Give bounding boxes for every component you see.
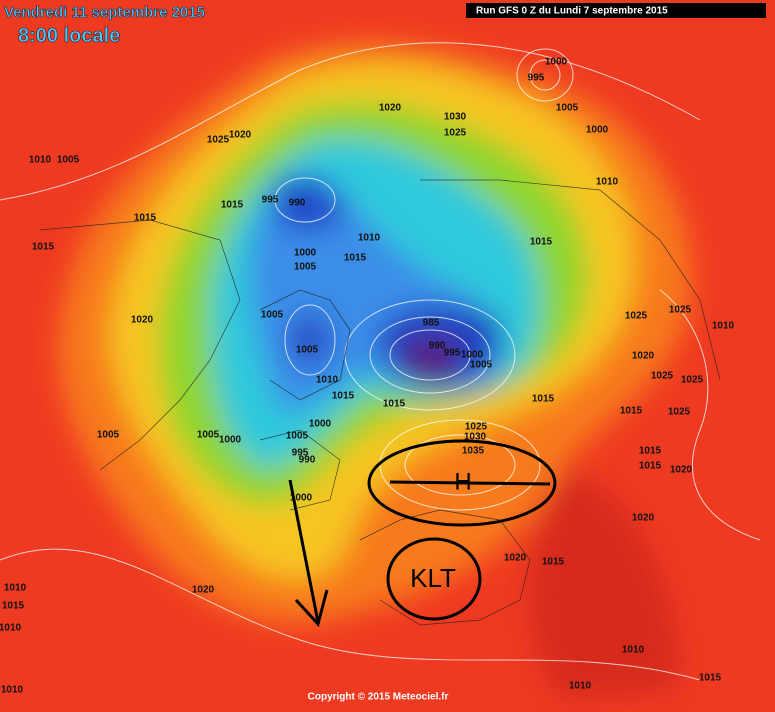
isobar-label: 1015 (344, 253, 367, 264)
coastlines (39, 179, 721, 626)
isobar-label: 1015 (32, 242, 55, 253)
isobar-label: 1015 (134, 213, 157, 224)
isobar-label: 1000 (219, 435, 242, 446)
isobar-label: 995 (262, 195, 279, 206)
isobar-label: 1010 (569, 681, 592, 692)
isobar-label: 1035 (462, 446, 485, 457)
isobar-label: 1025 (668, 407, 691, 418)
isobar-label: 1020 (504, 553, 527, 564)
isobar-label: 1010 (1, 685, 24, 696)
isobar-label: 1025 (651, 371, 674, 382)
isobar-label: 985 (423, 318, 440, 329)
high-ellipse (367, 439, 557, 527)
annotations (288, 439, 557, 628)
isobar-label: 1010 (622, 645, 645, 656)
high-label: H (454, 468, 471, 495)
isobars (0, 42, 761, 681)
high-line (389, 480, 551, 486)
isobar-label: 1005 (556, 103, 579, 114)
isobar-label: 1005 (97, 430, 120, 441)
isobar-label: 1020 (632, 513, 655, 524)
isobar-label: 1015 (699, 673, 722, 684)
isobar-label: 1000 (586, 125, 609, 136)
isobar-label: 1015 (639, 461, 662, 472)
isobar-label: 1005 (296, 345, 319, 356)
run-box (466, 3, 766, 18)
isobar-label: 1025 (465, 422, 488, 433)
isobar-label: 1015 (530, 237, 553, 248)
isobar-label: 1015 (221, 200, 244, 211)
isobar-label: 1005 (197, 430, 220, 441)
isobar-label: 1015 (542, 557, 565, 568)
isobar-label: 1020 (670, 465, 693, 476)
isobar-label: 1015 (383, 399, 406, 410)
isobar-label: 1020 (379, 103, 402, 114)
arrow-shaft (288, 479, 320, 623)
isobar-label: 995 (528, 73, 545, 84)
isobar-label: 1000 (461, 350, 484, 361)
isobar-label: 995 (444, 348, 461, 359)
isobar-label: 1015 (532, 394, 555, 405)
isobar-label: 1025 (207, 135, 230, 146)
isobar-label: 1025 (681, 375, 704, 386)
isobar-label: 1020 (131, 315, 154, 326)
isobar-label: 1030 (464, 432, 487, 443)
klt-label: KLT (410, 563, 456, 593)
isobar-label: 1020 (632, 351, 655, 362)
isobar-label: 1020 (192, 585, 215, 596)
isobar-label: 1005 (286, 431, 309, 442)
isobar-label: 1025 (444, 128, 467, 139)
run-label: Run GFS 0 Z du Lundi 7 septembre 2015 (476, 6, 668, 17)
copyright: Copyright © 2015 Meteociel.fr (308, 692, 449, 703)
arrow-head (294, 589, 329, 628)
isobar-label: 1000 (294, 248, 317, 259)
isobar-label: 1000 (290, 493, 313, 504)
isobar-label: 1000 (545, 57, 568, 68)
isobar-label: 995 (292, 448, 309, 459)
isobar-label: 990 (299, 455, 316, 466)
isobar-label: 1000 (309, 419, 332, 430)
isobar-label: 1025 (625, 311, 648, 322)
isobar-label: 1010 (0, 623, 22, 634)
isobar-label: 1015 (639, 446, 662, 457)
temperature-field (59, 42, 692, 700)
isobar-label: 1030 (444, 112, 467, 123)
isobar-label: 1015 (2, 601, 25, 612)
isobar-label: 990 (429, 341, 446, 352)
isobar-label: 1010 (4, 583, 27, 594)
isobar-label: 1005 (294, 262, 317, 273)
date-label: Vendredi 11 septembre 2015 (4, 4, 205, 21)
isobar-label: 1005 (470, 360, 493, 371)
isobar-label: 1010 (29, 155, 52, 166)
isobar-label: 1025 (669, 305, 692, 316)
isobar-label: 1010 (596, 177, 619, 188)
isobar-label: 1015 (332, 391, 355, 402)
isobar-label: 1005 (57, 155, 80, 166)
isobar-label: 1010 (358, 233, 381, 244)
isobar-label: 1005 (261, 310, 284, 321)
isobar-label: 990 (289, 198, 306, 209)
isobar-label: 1010 (316, 375, 339, 386)
isobar-label: 1020 (229, 130, 252, 141)
isobar-label: 1015 (620, 406, 643, 417)
time-label: 8:00 locale (18, 25, 120, 47)
klt-circle (386, 537, 482, 621)
isobar-label: 1010 (712, 321, 735, 332)
